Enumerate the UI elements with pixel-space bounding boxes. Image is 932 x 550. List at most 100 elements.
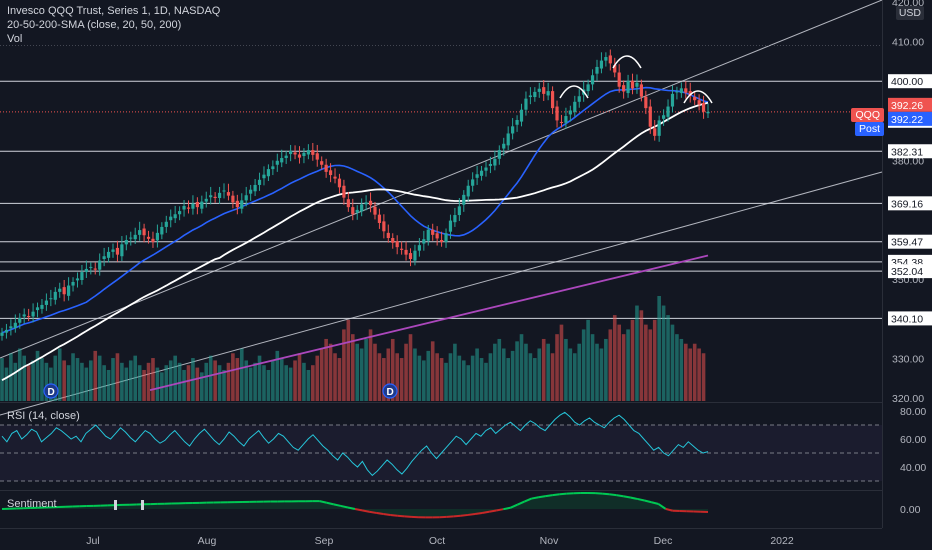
rsi-label: RSI (14, close): [7, 410, 80, 422]
volume-bar: [395, 353, 399, 401]
dividend-marker-label: D: [387, 387, 394, 398]
volume-bar: [666, 315, 670, 401]
candle-body: [559, 121, 564, 123]
volume-bar: [342, 329, 346, 401]
volume-bar: [142, 369, 146, 401]
sma-indicator-label: 20-50-200-SMA (close, 20, 50, 200): [7, 19, 182, 31]
sentiment-line-segment: [616, 494, 624, 498]
candle-body: [590, 75, 595, 85]
volume-bar: [368, 329, 373, 401]
volume-bar: [364, 338, 368, 401]
candle-body: [35, 307, 40, 311]
volume-bar: [612, 315, 617, 401]
candle-body: [40, 304, 44, 309]
volume-bar: [661, 305, 666, 401]
candle-body: [67, 285, 71, 296]
candle-body: [355, 209, 359, 213]
rsi-axis-label: 60.00: [900, 434, 926, 446]
candle-body: [62, 287, 66, 295]
volume-bar: [253, 362, 257, 401]
volume-bar: [324, 338, 328, 401]
candle-body: [364, 202, 368, 205]
candle-body: [471, 179, 475, 186]
dividend-marker-1[interactable]: [382, 383, 398, 399]
sentiment-label: Sentiment: [7, 498, 57, 510]
candle-body: [173, 214, 177, 219]
volume-bar: [288, 367, 293, 401]
volume-bar: [422, 360, 426, 401]
volume-bar: [417, 355, 422, 401]
candle-body: [439, 239, 444, 242]
candle-body: [457, 206, 461, 216]
candle-body: [84, 268, 88, 273]
volume-bar: [448, 353, 453, 401]
candle-body: [22, 314, 26, 317]
volume-bar: [524, 343, 528, 401]
candle-body: [155, 232, 160, 241]
volume-bar: [635, 305, 639, 401]
volume-bar: [328, 343, 333, 401]
candle-body: [413, 250, 417, 261]
volume-bar: [586, 319, 590, 401]
volume-bar: [89, 360, 93, 401]
volume-bar: [683, 343, 688, 401]
candle-body: [240, 200, 244, 209]
volume-bar: [537, 348, 542, 401]
candle-body: [377, 214, 382, 223]
volume-bar: [386, 348, 391, 401]
candle-body: [351, 207, 355, 215]
volume-bar: [17, 348, 22, 401]
volume-bar: [195, 367, 200, 401]
candle-body: [617, 72, 621, 87]
sentiment-line-segment: [354, 508, 363, 512]
volume-bar: [182, 369, 186, 401]
volume-bar: [235, 358, 240, 401]
candle-body: [200, 201, 204, 209]
level-label: 400.00: [891, 76, 923, 88]
volume-bar: [213, 360, 217, 401]
volume-bar: [128, 360, 133, 401]
candle-body: [209, 195, 213, 198]
sentiment-line-segment: [453, 514, 461, 518]
candle-body: [679, 88, 683, 94]
sentiment-line-segment: [383, 513, 391, 516]
candle-body: [244, 195, 248, 201]
volume-bar: [315, 355, 320, 401]
volume-bar: [630, 319, 635, 401]
volume-bar: [692, 343, 697, 401]
sentiment-line-segment: [630, 496, 638, 500]
sentiment-line-segment: [460, 513, 469, 517]
dividend-marker-0[interactable]: [43, 383, 59, 399]
sentiment-line-segment: [397, 514, 405, 518]
time-axis-label: Aug: [198, 535, 217, 547]
candle-body: [182, 205, 186, 210]
volume-bar: [9, 353, 13, 401]
sentiment-line-segment: [326, 501, 335, 506]
sentiment-line-segment: [623, 495, 631, 499]
candle-body: [253, 184, 257, 192]
volume-bar: [57, 348, 62, 401]
sentiment-line-segment: [319, 500, 327, 504]
volume-bar: [595, 343, 599, 401]
volume-bar: [413, 348, 417, 401]
candle-body: [124, 239, 128, 245]
chart-title: Invesco QQQ Trust, Series 1, 1D, NASDAQ: [7, 5, 221, 17]
candle-body: [400, 248, 404, 250]
volume-bar: [164, 365, 169, 401]
candle-body: [653, 128, 657, 136]
volume-bar: [200, 372, 204, 401]
candle-body: [386, 232, 390, 239]
candle-body: [160, 226, 164, 235]
volume-bar: [515, 341, 519, 401]
volume-bar: [488, 353, 493, 401]
candle-body: [604, 57, 608, 61]
volume-bar: [4, 367, 9, 401]
candle-body: [635, 82, 639, 87]
volume-bar: [262, 365, 266, 401]
candle-body: [422, 239, 426, 244]
volume-bar: [293, 360, 297, 401]
volume-bar: [439, 358, 444, 401]
candle-body: [657, 120, 661, 136]
price-axis-label: 320.00: [892, 393, 924, 405]
